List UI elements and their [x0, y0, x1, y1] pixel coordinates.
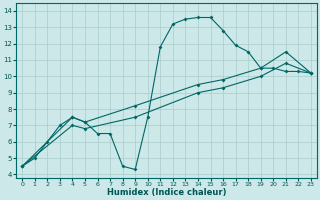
X-axis label: Humidex (Indice chaleur): Humidex (Indice chaleur)	[107, 188, 226, 197]
